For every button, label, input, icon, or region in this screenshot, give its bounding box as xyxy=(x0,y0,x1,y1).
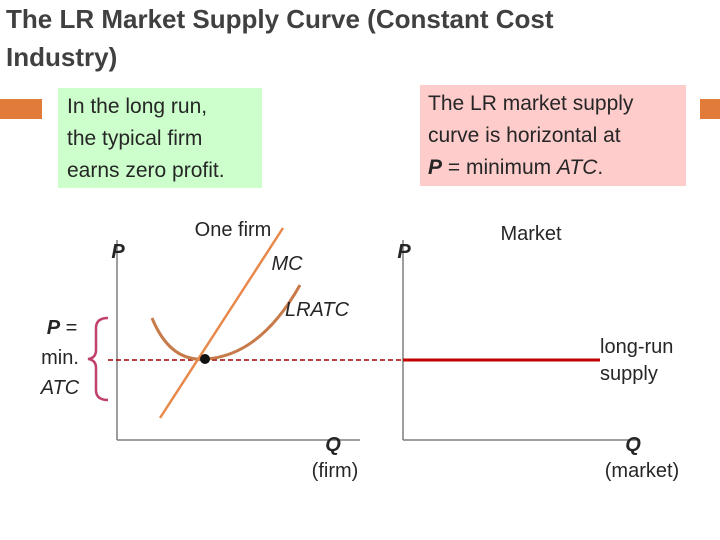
note-box xyxy=(420,85,686,186)
axis-label: Q xyxy=(625,434,641,456)
curve-label: supply xyxy=(600,363,658,385)
curve-label: long-run xyxy=(600,336,673,358)
axis-label: P xyxy=(397,241,411,263)
note-box xyxy=(58,88,262,188)
bracket-label: P = xyxy=(47,317,78,339)
axis-label: P xyxy=(111,241,125,263)
bracket-label: ATC xyxy=(40,377,80,399)
graph-title: Market xyxy=(500,223,562,245)
note-text: In the long run, xyxy=(67,95,207,118)
mc-curve xyxy=(158,227,285,419)
axis-label: (market) xyxy=(605,460,679,482)
note-text: P = minimum ATC. xyxy=(428,156,603,179)
axis-label: Q xyxy=(325,434,341,456)
graph-title: One firm xyxy=(195,219,272,241)
curve-label: MC xyxy=(271,253,303,275)
bracket-label: min. xyxy=(41,347,79,369)
note-text: The LR market supply xyxy=(428,92,634,115)
decor xyxy=(700,99,720,119)
decor xyxy=(0,99,42,119)
note-text: earns zero profit. xyxy=(67,159,225,182)
equilibrium-point xyxy=(200,354,210,364)
axis-label: (firm) xyxy=(312,460,359,482)
curve-label: LRATC xyxy=(285,299,350,321)
title: The LR Market Supply Curve (Constant Cos… xyxy=(6,4,554,34)
bracket xyxy=(87,316,109,402)
title: Industry) xyxy=(6,42,117,72)
note-text: the typical firm xyxy=(67,127,202,150)
note-text: curve is horizontal at xyxy=(428,124,621,147)
